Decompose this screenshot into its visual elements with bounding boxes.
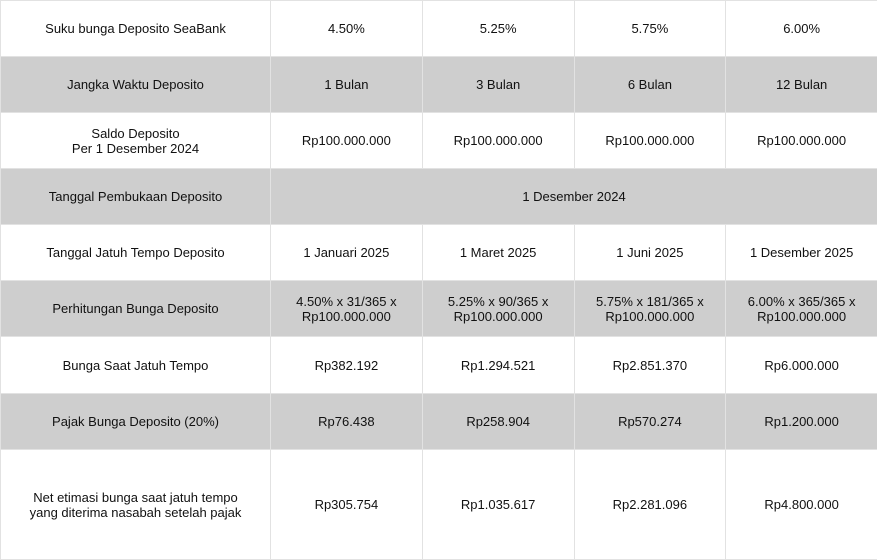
cell-value: 1 Desember 2025 xyxy=(726,225,877,281)
cell-value: Rp4.800.000 xyxy=(726,450,877,560)
cell-value: Rp100.000.000 xyxy=(422,113,574,169)
cell-value: 5.25% xyxy=(422,1,574,57)
cell-value: Rp100.000.000 xyxy=(574,113,726,169)
cell-value: 5.25% x 90/365 x Rp100.000.000 xyxy=(422,281,574,337)
row-interest-rate: Suku bunga Deposito SeaBank 4.50% 5.25% … xyxy=(1,1,877,57)
cell-value: Rp1.035.617 xyxy=(422,450,574,560)
cell-value: Rp2.281.096 xyxy=(574,450,726,560)
row-deposit-term: Jangka Waktu Deposito 1 Bulan 3 Bulan 6 … xyxy=(1,57,877,113)
cell-value: 6.00% xyxy=(726,1,877,57)
cell-value: Rp76.438 xyxy=(271,394,423,450)
cell-merged-value: 1 Desember 2024 xyxy=(271,169,877,225)
row-net-interest: Net etimasi bunga saat jatuh tempo yang … xyxy=(1,450,877,560)
cell-value: Rp382.192 xyxy=(271,337,423,394)
row-label: Tanggal Pembukaan Deposito xyxy=(1,169,271,225)
cell-value: Rp100.000.000 xyxy=(726,113,877,169)
row-label: Saldo Deposito Per 1 Desember 2024 xyxy=(1,113,271,169)
cell-value: 4.50% xyxy=(271,1,423,57)
cell-value: Rp100.000.000 xyxy=(271,113,423,169)
cell-value: Rp1.200.000 xyxy=(726,394,877,450)
row-interest-calculation: Perhitungan Bunga Deposito 4.50% x 31/36… xyxy=(1,281,877,337)
row-label: Jangka Waktu Deposito xyxy=(1,57,271,113)
cell-value: Rp6.000.000 xyxy=(726,337,877,394)
row-label: Tanggal Jatuh Tempo Deposito xyxy=(1,225,271,281)
row-interest-at-maturity: Bunga Saat Jatuh Tempo Rp382.192 Rp1.294… xyxy=(1,337,877,394)
cell-value: Rp570.274 xyxy=(574,394,726,450)
row-interest-tax: Pajak Bunga Deposito (20%) Rp76.438 Rp25… xyxy=(1,394,877,450)
cell-value: Rp258.904 xyxy=(422,394,574,450)
cell-value: Rp1.294.521 xyxy=(422,337,574,394)
cell-value: Rp2.851.370 xyxy=(574,337,726,394)
cell-value: 6 Bulan xyxy=(574,57,726,113)
row-label: Net etimasi bunga saat jatuh tempo yang … xyxy=(1,450,271,560)
cell-value: 1 Bulan xyxy=(271,57,423,113)
cell-value: 5.75% x 181/365 x Rp100.000.000 xyxy=(574,281,726,337)
cell-value: Rp305.754 xyxy=(271,450,423,560)
row-opening-date: Tanggal Pembukaan Deposito 1 Desember 20… xyxy=(1,169,877,225)
cell-value: 1 Maret 2025 xyxy=(422,225,574,281)
row-label: Bunga Saat Jatuh Tempo xyxy=(1,337,271,394)
row-deposit-balance: Saldo Deposito Per 1 Desember 2024 Rp100… xyxy=(1,113,877,169)
cell-value: 6.00% x 365/365 x Rp100.000.000 xyxy=(726,281,877,337)
cell-value: 5.75% xyxy=(574,1,726,57)
cell-value: 12 Bulan xyxy=(726,57,877,113)
row-label: Pajak Bunga Deposito (20%) xyxy=(1,394,271,450)
row-label: Suku bunga Deposito SeaBank xyxy=(1,1,271,57)
cell-value: 4.50% x 31/365 x Rp100.000.000 xyxy=(271,281,423,337)
cell-value: 3 Bulan xyxy=(422,57,574,113)
cell-value: 1 Juni 2025 xyxy=(574,225,726,281)
cell-value: 1 Januari 2025 xyxy=(271,225,423,281)
row-label: Perhitungan Bunga Deposito xyxy=(1,281,271,337)
row-maturity-date: Tanggal Jatuh Tempo Deposito 1 Januari 2… xyxy=(1,225,877,281)
